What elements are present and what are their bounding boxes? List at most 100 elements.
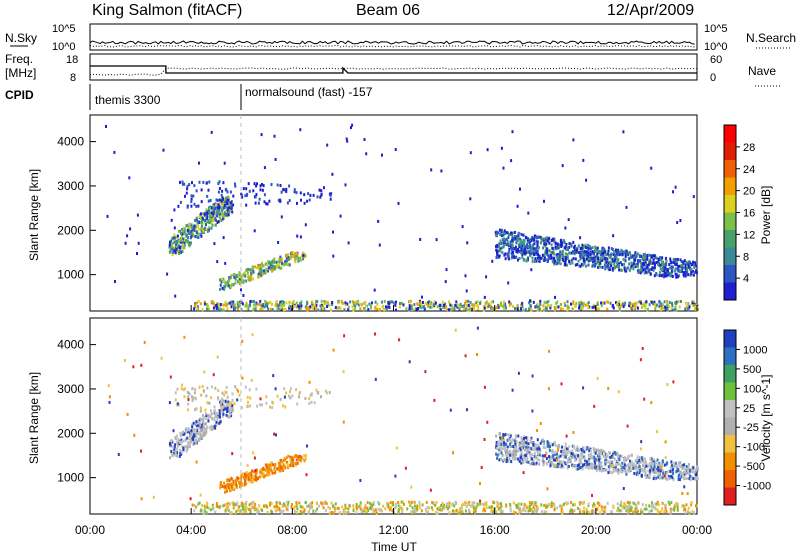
data-cell [576,464,579,468]
data-cell [495,256,498,259]
data-cell [634,507,637,511]
data-cell [661,501,664,505]
data-cell [315,388,318,392]
data-cell [274,158,277,161]
data-cell [182,243,185,247]
data-cell [275,501,278,505]
data-cell [454,328,457,332]
data-cell [619,261,622,264]
data-cell [533,455,536,458]
data-cell [182,430,184,434]
data-cell [515,241,518,245]
data-cell [206,229,209,233]
data-cell [561,251,564,255]
data-cell [684,468,687,471]
data-cell [301,505,304,509]
data-cell [519,243,522,247]
data-cell [220,481,222,484]
data-cell [623,501,626,505]
data-cell [663,300,666,304]
data-cell [554,457,557,460]
data-cell [539,441,542,445]
data-cell [622,130,625,134]
data-cell [217,505,220,509]
data-cell [670,501,673,505]
data-cell [516,504,519,508]
data-cell [290,308,293,312]
data-cell [541,454,544,458]
data-cell [620,500,623,504]
data-cell [218,198,221,202]
data-cell [204,227,207,231]
data-cell [552,458,555,462]
data-cell [602,506,605,510]
data-cell [276,307,279,311]
data-cell [322,506,325,510]
data-cell [207,219,210,223]
data-cell [609,460,612,464]
data-cell [299,191,302,195]
data-cell [429,305,432,309]
data-cell [618,305,621,309]
data-cell [195,505,198,509]
data-cell [392,503,395,507]
data-cell [533,253,535,257]
data-cell [518,511,521,515]
data-cell [511,242,514,246]
data-cell [696,467,699,471]
data-cell [507,453,509,457]
data-cell [220,401,223,404]
data-cell [266,505,269,509]
data-cell [499,448,502,452]
data-cell [590,256,593,260]
data-cell [641,503,644,507]
data-cell [503,240,506,244]
data-cell [195,231,198,235]
data-cell [520,459,522,463]
data-cell [213,405,216,409]
data-cell [524,453,527,457]
data-cell [245,279,248,283]
data-cell [248,475,251,479]
data-cell [348,504,351,508]
data-cell [291,394,294,398]
data-cell [500,146,503,150]
data-cell [675,300,678,304]
data-cell [530,239,533,242]
data-cell [212,302,215,306]
data-cell [256,511,259,515]
data-cell [227,400,230,404]
data-cell [633,304,636,307]
data-cell [670,460,673,464]
data-cell [613,468,616,472]
data-cell [434,511,437,515]
data-cell [273,432,276,436]
data-cell [479,302,482,305]
data-cell [231,406,234,410]
data-cell [630,508,632,512]
data-cell [408,307,411,310]
data-cell [430,506,433,510]
data-cell [295,501,298,504]
data-cell [272,469,275,473]
data-cell [298,454,301,458]
data-cell [200,212,202,216]
data-cell [595,307,598,311]
data-cell [428,300,431,304]
data-cell [194,388,197,391]
data-cell [540,503,543,507]
data-cell [625,509,628,513]
data-cell [696,477,699,481]
data-cell [258,475,261,479]
data-cell [250,272,253,275]
data-cell [643,259,645,263]
data-cell [574,304,577,308]
data-cell [218,409,221,413]
data-cell [483,385,486,389]
data-cell [663,263,666,267]
data-cell [591,455,594,459]
data-cell [504,446,507,450]
data-cell [275,260,278,264]
data-cell [594,255,597,259]
data-cell [187,236,189,240]
